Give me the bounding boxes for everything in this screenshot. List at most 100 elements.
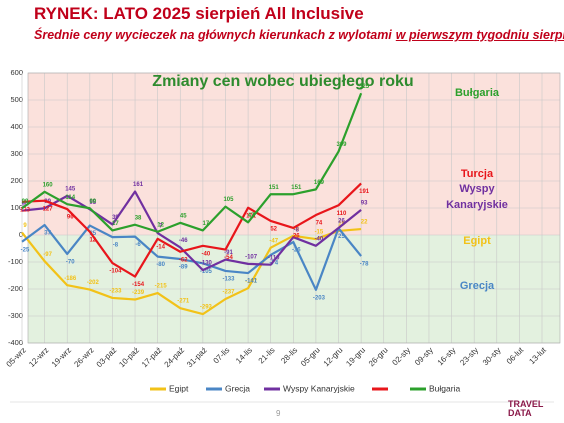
x-tick-label: 02-sty (390, 346, 412, 368)
x-tick-label: 24-paź (163, 346, 187, 370)
data-label: 525 (359, 84, 370, 90)
logo-top: TRAVEL (508, 399, 544, 409)
data-label: 9 (23, 223, 27, 229)
data-label: 93 (361, 200, 368, 206)
y-tick-label: 500 (10, 95, 23, 104)
series-line (21, 227, 362, 316)
x-tick-label: 28-lis (279, 346, 299, 366)
logo-bottom: DATA (508, 408, 532, 418)
data-label: 160 (43, 182, 54, 188)
data-label: -110 (268, 255, 280, 261)
data-label: -197 (245, 279, 258, 285)
data-label: 123 (20, 207, 31, 213)
data-label: 26 (338, 219, 345, 225)
x-tick-label: 17-paź (140, 346, 164, 370)
x-tick-label: 12-wrz (27, 346, 50, 369)
data-label: -215 (155, 284, 168, 290)
data-label: 95 (89, 200, 96, 206)
y-tick-label: 100 (10, 203, 23, 212)
x-tick-label: 21-lis (257, 346, 277, 366)
data-label: -130 (200, 261, 213, 267)
data-label: 22 (361, 220, 368, 226)
data-label: -70 (66, 259, 75, 265)
data-label: 161 (133, 182, 144, 188)
data-label: -293 (200, 305, 213, 311)
legend-label: Bułgaria (429, 383, 460, 393)
data-label: 110 (337, 211, 347, 217)
data-label: -107 (245, 254, 258, 260)
data-label: 96 (67, 215, 74, 221)
y-tick-label: -200 (8, 284, 23, 293)
x-tick-label: 13-lut (527, 345, 548, 366)
data-label: -8 (294, 228, 300, 234)
y-tick-label: -400 (8, 338, 23, 347)
x-tick-label: 09-sty (413, 346, 435, 368)
data-label: -271 (177, 299, 190, 305)
legend-label: Egipt (169, 383, 189, 393)
x-tick-label: 30-sty (481, 346, 503, 368)
series-line (21, 182, 362, 278)
series-line (21, 190, 362, 272)
data-label: -62 (179, 257, 188, 263)
data-label: 151 (269, 185, 280, 191)
x-tick-label: 12-gru (322, 346, 345, 369)
data-label: 101 (246, 213, 257, 219)
page-number: 9 (276, 409, 281, 418)
data-label: -6 (135, 242, 141, 248)
series-annotation: Egipt (463, 235, 491, 247)
plot-frame (27, 72, 561, 344)
y-tick-label: 200 (10, 176, 23, 185)
data-label: 191 (359, 189, 370, 195)
data-label: -133 (222, 276, 235, 282)
data-label: -239 (132, 290, 145, 296)
data-label: -15 (315, 230, 324, 236)
data-label: -26 (292, 248, 301, 254)
data-label: 26 (293, 234, 300, 240)
data-label: 169 (314, 180, 325, 186)
logo: TRAVEL DATA (508, 400, 543, 418)
y-tick-label: -100 (8, 257, 23, 266)
data-label: 52 (270, 227, 277, 233)
data-label: -40 (202, 251, 211, 257)
series-line (21, 92, 363, 233)
y-tick-label: 300 (10, 149, 23, 158)
x-tick-label: 19-gru (344, 346, 367, 369)
data-label: 7 (159, 224, 163, 230)
y-tick-label: 0 (19, 230, 23, 239)
data-label: -46 (179, 238, 188, 244)
data-label: -54 (224, 255, 233, 261)
y-tick-label: 400 (10, 122, 23, 131)
y-tick-label: 600 (10, 68, 23, 77)
data-label: -80 (156, 262, 165, 268)
series-annotation: Grecja (459, 280, 495, 292)
series-annotation: Bułgaria (454, 87, 499, 99)
data-label: 105 (223, 197, 234, 203)
x-tick-label: 26-gru (367, 346, 390, 369)
x-tick-label: 10-paź (117, 346, 141, 370)
data-label: -47 (269, 238, 278, 244)
data-label: 151 (291, 185, 302, 191)
y-tick-label: -300 (8, 311, 23, 320)
data-label: -3 (294, 226, 300, 232)
data-label: -25 (21, 247, 30, 253)
data-label: -14 (156, 244, 165, 250)
data-label: 38 (135, 215, 142, 221)
data-label: -40 (315, 236, 324, 242)
x-tick-label: 03-paź (95, 346, 119, 370)
data-label: 90 (22, 201, 29, 207)
data-label: -104 (109, 269, 122, 275)
series-line (21, 223, 362, 291)
data-label: 37 (44, 231, 51, 237)
legend-label: Wyspy Kanaryjskie (283, 383, 355, 393)
x-tick-label: 19-wrz (50, 346, 73, 369)
data-label: -8 (113, 243, 119, 249)
x-tick-label: 16-sty (436, 346, 458, 368)
x-tick-label: 05-wrz (5, 346, 28, 369)
data-label: -97 (43, 252, 52, 258)
data-label: 17 (112, 221, 119, 227)
x-tick-label: 26-wrz (72, 346, 95, 369)
data-label: -105 (200, 269, 213, 275)
data-label: -74 (269, 261, 278, 267)
